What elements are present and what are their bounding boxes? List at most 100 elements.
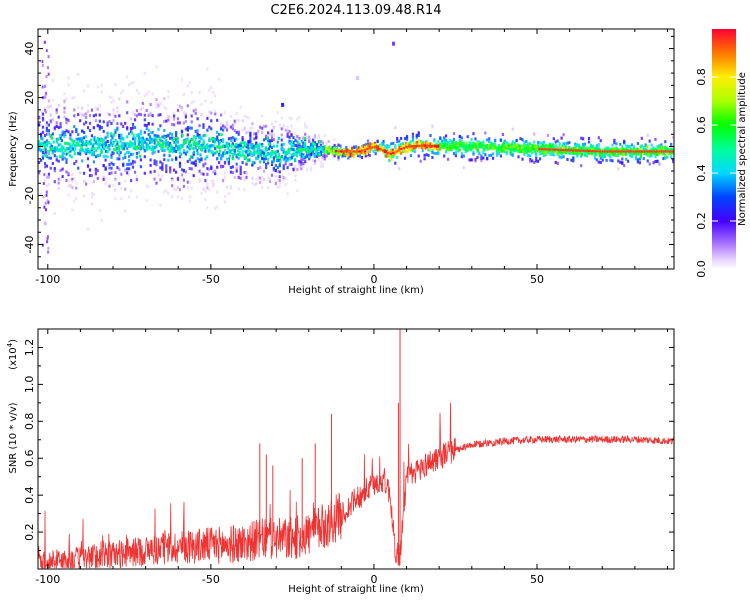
heatmap-cell: [576, 154, 579, 158]
heatmap-cell: [148, 135, 152, 139]
y-tick-label: 20: [23, 91, 36, 105]
heatmap-cell: [533, 132, 536, 136]
heatmap-cell: [155, 105, 158, 109]
heatmap-cell: [61, 175, 64, 179]
heatmap-cell: [515, 143, 518, 147]
heatmap-cell: [51, 162, 54, 165]
heatmap-cell: [362, 144, 365, 148]
heatmap-cell: [561, 148, 565, 152]
heatmap-cell: [245, 145, 248, 149]
heatmap-cell: [590, 148, 593, 151]
heatmap-cell: [79, 143, 82, 147]
heatmap-cell: [45, 190, 48, 194]
heatmap-cell: [197, 135, 200, 139]
heatmap-cell: [638, 148, 641, 152]
heatmap-cell: [122, 136, 125, 140]
heatmap-cell: [433, 138, 436, 142]
heatmap-cell: [168, 150, 171, 154]
heatmap-cell: [623, 152, 626, 156]
heatmap-cell: [231, 165, 234, 169]
heatmap-cell: [178, 148, 181, 151]
heatmap-cell: [42, 141, 46, 145]
heatmap-cell: [209, 144, 212, 148]
heatmap-cell: [327, 140, 330, 144]
heatmap-cell: [671, 150, 674, 153]
heatmap-cell: [44, 201, 47, 205]
heatmap-cell: [167, 89, 170, 93]
heatmap-cell: [171, 136, 174, 140]
heatmap-cell: [305, 148, 308, 152]
heatmap-cell: [85, 147, 88, 151]
heatmap-cell: [605, 147, 608, 151]
heatmap-cell: [59, 155, 62, 159]
heatmap-cell: [672, 158, 674, 162]
heatmap-cell: [182, 178, 185, 182]
heatmap-cell: [295, 149, 298, 153]
colorbar-ticks: 0.00.20.40.60.8: [695, 68, 736, 278]
heatmap-cell: [476, 148, 479, 152]
heatmap-cell: [159, 113, 162, 117]
heatmap-cell: [142, 139, 145, 143]
heatmap-cell: [282, 157, 285, 161]
heatmap-cell: [359, 151, 362, 155]
heatmap-cell: [176, 186, 180, 189]
heatmap-cell: [411, 147, 414, 151]
heatmap-cell: [646, 153, 649, 157]
heatmap-cell: [67, 130, 70, 134]
heatmap-cell: [456, 141, 459, 145]
heatmap-cell: [284, 162, 287, 166]
heatmap-cell: [49, 148, 52, 152]
heatmap-cell: [102, 138, 105, 142]
heatmap-cell: [220, 127, 223, 131]
heatmap-cell: [83, 136, 86, 140]
heatmap-cell: [648, 139, 651, 143]
heatmap-cell: [43, 134, 47, 137]
heatmap-cell: [304, 132, 307, 136]
heatmap-cell: [83, 113, 86, 117]
heatmap-cell: [51, 145, 54, 149]
heatmap-cell: [151, 151, 154, 155]
heatmap-cell: [41, 116, 45, 120]
heatmap-cell: [597, 151, 600, 155]
heatmap-cell: [267, 147, 271, 151]
heatmap-cell: [102, 177, 105, 181]
heatmap-cell: [462, 145, 465, 149]
heatmap-cell: [263, 160, 266, 164]
heatmap-cell: [190, 101, 193, 105]
heatmap-cell: [286, 134, 289, 138]
heatmap-cell: [442, 144, 445, 148]
heatmap-cell: [566, 141, 569, 145]
heatmap-cell: [650, 150, 653, 153]
heatmap-cell: [41, 125, 45, 129]
heatmap-cell: [620, 147, 623, 151]
heatmap-cell: [207, 144, 210, 148]
heatmap-cell: [131, 131, 134, 135]
heatmap-cell: [153, 134, 156, 138]
heatmap-cell: [253, 148, 256, 152]
heatmap-cell: [261, 186, 264, 190]
heatmap-cell: [285, 152, 289, 156]
heatmap-cell: [218, 142, 221, 146]
heatmap-cell: [80, 138, 83, 142]
heatmap-cell: [70, 155, 73, 159]
heatmap-cell: [564, 146, 567, 150]
heatmap-cell: [552, 137, 555, 141]
heatmap-cell: [116, 157, 119, 161]
heatmap-cell: [229, 166, 232, 169]
heatmap-cell: [535, 159, 538, 163]
heatmap-cell: [147, 143, 150, 147]
heatmap-cell: [460, 152, 463, 156]
heatmap-cell: [372, 149, 375, 153]
heatmap-cell: [402, 142, 405, 146]
heatmap-cell: [316, 153, 320, 156]
heatmap-cell: [471, 146, 474, 150]
spectrogram-ylabel: Frequency (Hz): [8, 111, 19, 187]
heatmap-cell: [462, 154, 465, 158]
heatmap-cell: [499, 148, 502, 152]
heatmap-cell: [634, 155, 638, 159]
heatmap-cell: [312, 144, 315, 148]
heatmap-cell: [243, 141, 246, 145]
heatmap-cell: [194, 163, 197, 166]
heatmap-cell: [173, 114, 176, 118]
